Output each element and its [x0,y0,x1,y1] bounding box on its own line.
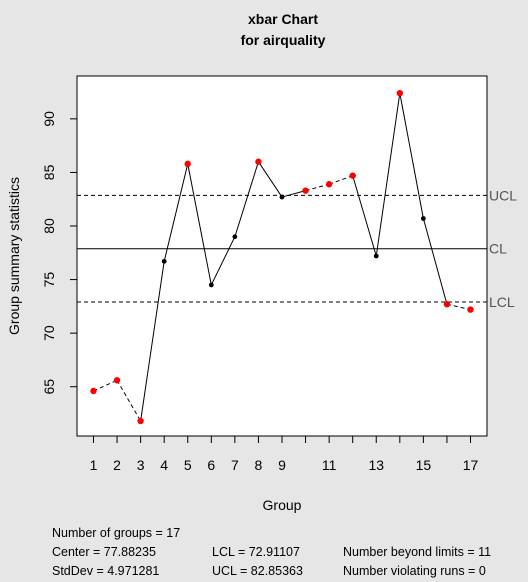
chart-subtitle: for airquality [241,32,326,48]
data-point-out-of-control [255,158,262,165]
x-tick-label: 8 [255,457,263,473]
data-point [279,194,285,200]
x-axis-label: Group [263,497,302,513]
series-segment [93,379,118,392]
stat-violating-runs: Number violating runs = 0 [343,564,486,578]
y-tick-label: 70 [41,325,57,341]
data-point-out-of-control [113,377,121,384]
cl-label: CL [489,241,507,257]
plot-area [76,75,488,437]
x-tick-label: 7 [231,457,239,473]
y-tick-label: 80 [41,218,57,234]
series-segment [210,236,236,286]
x-tick-label: 5 [184,457,192,473]
data-point [161,258,167,264]
x-tick-label: 4 [160,457,168,473]
x-tick-label: 11 [322,457,337,473]
series-segment [140,261,165,422]
x-tick-label: 1 [90,457,98,473]
series-segment [399,93,424,219]
data-point [208,282,214,288]
data-point-out-of-control [184,160,191,168]
chart-title: xbar Chart [248,11,318,27]
stat-center: Center = 77.88235 [52,545,156,559]
y-tick-label: 90 [41,111,57,127]
data-point-out-of-control [443,301,451,308]
x-axis: 1 2 3 4 5 6 7 8 9 11 13 15 17 [90,435,479,473]
data-point-out-of-control [349,172,356,179]
data-point-out-of-control [137,417,144,425]
series-segment [422,218,448,305]
series-segment [258,161,283,198]
x-tick-label: 13 [368,457,384,473]
series-segment [352,175,377,257]
x-tick-label: 3 [137,457,145,473]
xbar-series [90,89,474,425]
y-tick-label: 75 [41,272,57,288]
data-point-out-of-control [90,387,97,395]
series-segment [281,190,306,198]
y-axis: 65 70 75 80 85 90 [41,111,78,395]
data-point [420,216,426,221]
stat-stddev: StdDev = 4.971281 [52,564,160,578]
series-segment [375,93,401,257]
data-point [232,234,238,240]
x-tick-label: 9 [278,457,286,473]
data-point-out-of-control [396,89,404,97]
series-segment [234,161,259,237]
data-point [373,253,379,259]
x-tick-label: 2 [113,457,121,473]
y-axis-label: Group summary statistics [6,177,22,335]
stat-lcl: LCL = 72.91107 [212,545,300,559]
series-segment [163,163,189,262]
stat-beyond-limits: Number beyond limits = 11 [343,545,492,559]
data-point-out-of-control [467,306,474,313]
stat-ucl: UCL = 82.85363 [212,564,303,578]
series-segment [187,163,212,286]
y-tick-label: 65 [41,379,57,395]
series-segment [116,380,142,422]
stat-groups: Number of groups = 17 [52,526,181,540]
x-tick-label: 6 [207,457,215,473]
x-tick-label: 15 [416,457,432,473]
x-tick-label: 17 [463,457,479,473]
ucl-label: UCL [489,187,517,203]
y-tick-label: 85 [41,164,57,180]
data-point-out-of-control [302,187,309,194]
lcl-label: LCL [489,294,515,310]
data-point-out-of-control [325,181,333,188]
